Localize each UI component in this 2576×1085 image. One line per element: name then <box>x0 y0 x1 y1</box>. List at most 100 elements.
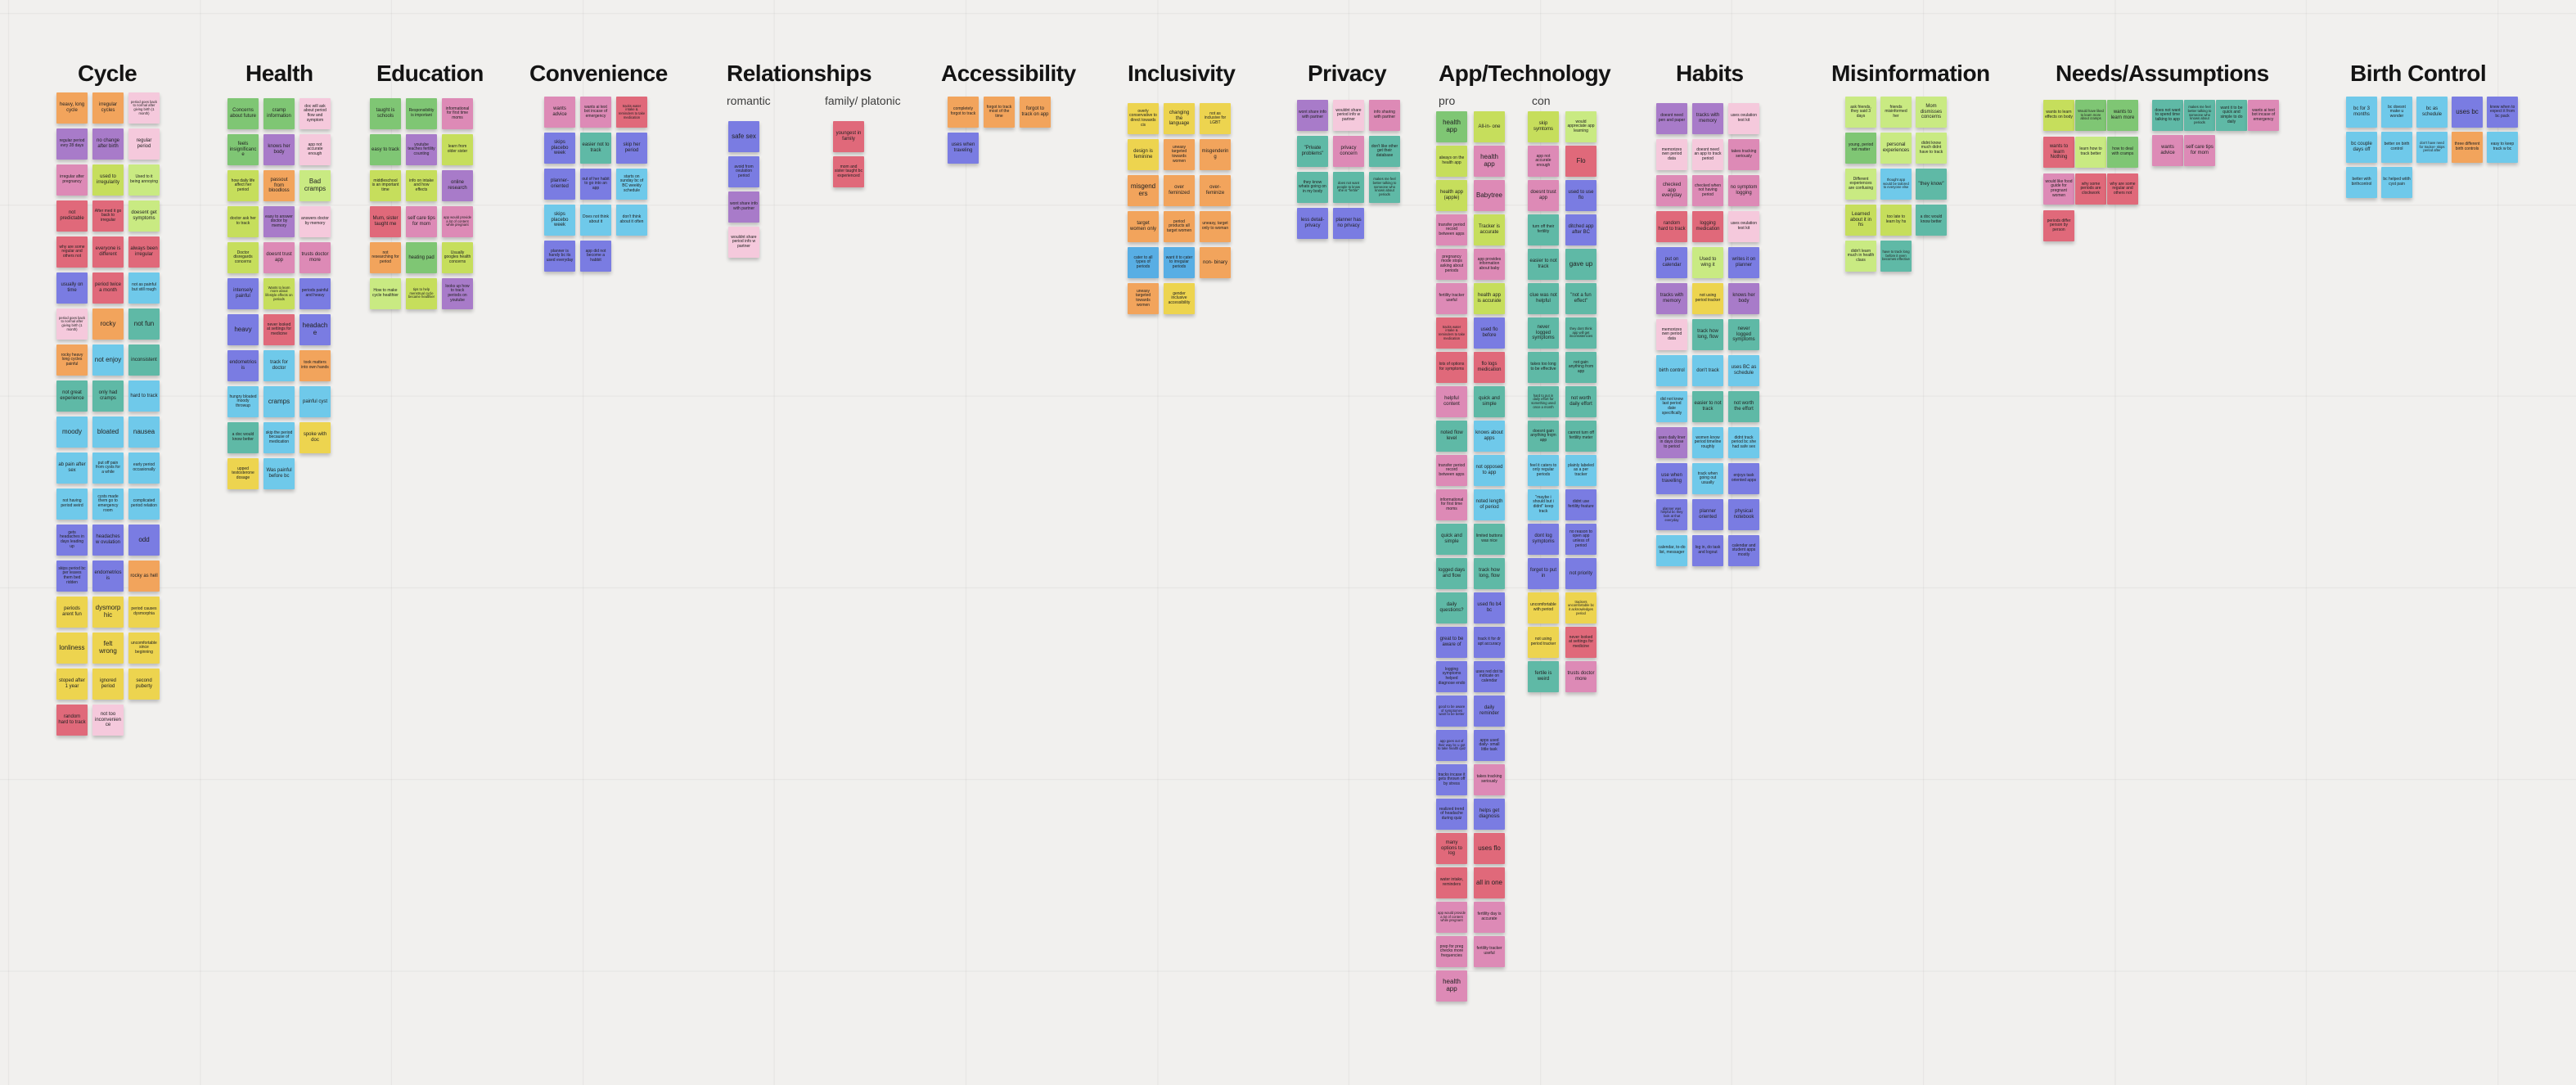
sticky-note[interactable]: intensely painful <box>227 278 259 309</box>
sticky-note[interactable]: would appreciate app learning <box>1565 111 1596 142</box>
sticky-note[interactable]: wouldnt share period info w partner <box>728 227 759 258</box>
sticky-note[interactable]: daily reminder <box>1474 696 1505 727</box>
sticky-note[interactable]: fertility tracker useful <box>1436 283 1467 314</box>
sticky-note[interactable]: app did not become a habbit <box>580 241 611 272</box>
sticky-note[interactable]: used to use flo <box>1565 180 1596 211</box>
sticky-note[interactable]: Bad cramps <box>299 170 331 201</box>
sticky-note[interactable]: regular period evry 28 days <box>56 128 88 160</box>
sticky-note[interactable]: uses BC as schedule <box>1728 355 1759 386</box>
sticky-note[interactable]: youtube teaches fertility counting <box>406 134 437 165</box>
sticky-note[interactable]: not great experience <box>56 380 88 412</box>
sticky-note[interactable]: learn from older sister <box>442 134 473 165</box>
sticky-note[interactable]: always been irregular <box>128 236 160 268</box>
sticky-note[interactable]: a doc would know better <box>1916 205 1947 236</box>
sticky-note[interactable]: knew when to expect it from bc pack <box>2487 97 2518 128</box>
sticky-note[interactable]: nausea <box>128 416 160 448</box>
sticky-note[interactable]: ask friends, they said 3 days <box>1845 97 1876 128</box>
sticky-note[interactable]: track how long, flow <box>1692 319 1723 350</box>
sticky-note[interactable]: writes it on planner <box>1728 247 1759 278</box>
sticky-note[interactable]: hard to put in daily effort for somethin… <box>1528 386 1559 417</box>
sticky-note[interactable]: not using period tracker <box>1528 627 1559 658</box>
sticky-note[interactable]: youngest in family <box>833 121 864 152</box>
sticky-note[interactable]: health app is accurate <box>1474 283 1505 314</box>
sticky-note[interactable]: skips placebo week <box>544 133 575 164</box>
sticky-note[interactable]: felt wrong <box>92 633 124 664</box>
sticky-note[interactable]: transfer period record between apps <box>1436 214 1467 245</box>
sticky-note[interactable]: log in, do task and logout <box>1692 535 1723 566</box>
sticky-note[interactable]: pregnancy mode stops asking about period… <box>1436 249 1467 280</box>
sticky-note[interactable]: apps used daily- small little task <box>1474 730 1505 761</box>
sticky-note[interactable]: memorizes own period data <box>1656 319 1687 350</box>
sticky-note[interactable]: wants advice <box>2152 135 2183 166</box>
sticky-note[interactable]: Concerns about future <box>227 98 259 129</box>
sticky-note[interactable]: skip her period <box>616 133 647 164</box>
sticky-note[interactable]: doesnt trust app <box>263 242 295 273</box>
sticky-note[interactable]: random hard to track <box>56 705 88 736</box>
sticky-note[interactable]: does not want people to know she is "fer… <box>1333 172 1364 203</box>
sticky-note[interactable]: skip the period because of medication <box>263 422 295 453</box>
sticky-note[interactable]: gets headaches in days leading up <box>56 524 88 556</box>
sticky-note[interactable]: periods arent fun <box>56 597 88 628</box>
sticky-note[interactable]: health app <box>1436 970 1467 1002</box>
sticky-note[interactable]: have to track long before it even become… <box>1880 241 1912 272</box>
sticky-note[interactable]: design is feminine <box>1128 139 1159 170</box>
sticky-note[interactable]: checked app everyday <box>1656 175 1687 206</box>
sticky-note[interactable]: learn how to track better <box>2075 137 2106 168</box>
sticky-note[interactable]: middleschool is an important time <box>370 170 401 201</box>
sticky-note[interactable]: forgot to track most of the time <box>984 97 1015 128</box>
sticky-note[interactable]: bc for 3 months <box>2346 97 2377 128</box>
sticky-note[interactable]: not as painful but still rough <box>128 272 160 304</box>
sticky-note[interactable]: app goes out of their way bc u got to ta… <box>1436 730 1467 761</box>
sticky-note[interactable]: app not accurate enough <box>299 134 331 165</box>
sticky-note[interactable]: upped testosterone dosage <box>227 458 259 489</box>
sticky-note[interactable]: did not know last period date specifical… <box>1656 391 1687 422</box>
sticky-note[interactable]: gave up <box>1565 249 1596 280</box>
sticky-note[interactable]: app would provide a lot of content while… <box>442 206 473 237</box>
sticky-note[interactable]: didnt know much didnt have to track <box>1916 133 1947 164</box>
sticky-note[interactable]: only had cramps <box>92 380 124 412</box>
sticky-note[interactable]: heavy <box>227 314 259 345</box>
sticky-note[interactable]: "Private problems" <box>1297 136 1328 167</box>
sticky-note[interactable]: bc doesnt make u wonder <box>2381 97 2412 128</box>
sticky-note[interactable]: want it to cater to irregular periods <box>1164 247 1195 278</box>
sticky-note[interactable]: rocky as hell <box>128 561 160 592</box>
sticky-note[interactable]: forget to put in <box>1528 558 1559 589</box>
sticky-note[interactable]: plainly labeled as a per tracker <box>1565 455 1596 486</box>
sticky-note[interactable]: planner was helpful bc they look at that… <box>1656 499 1687 530</box>
sticky-note[interactable]: track for doctor <box>263 350 295 381</box>
sticky-note[interactable]: realized trend of headache during quiz <box>1436 799 1467 830</box>
sticky-note[interactable]: noted length of period <box>1474 489 1505 520</box>
sticky-note[interactable]: misgendering <box>1200 139 1231 170</box>
sticky-note[interactable]: spoke with doc <box>299 422 331 453</box>
sticky-note[interactable]: bc couple days off <box>2346 132 2377 163</box>
sticky-note[interactable]: quick and simple <box>1436 524 1467 555</box>
sticky-note[interactable]: makes me feel better talking to someone … <box>2184 100 2215 131</box>
sticky-note[interactable]: memorizes own period data <box>1656 139 1687 170</box>
sticky-note[interactable]: always on the health app <box>1436 146 1467 177</box>
sticky-note[interactable]: All-in- one <box>1474 111 1505 142</box>
sticky-note[interactable]: rocky heavy long cycles painful <box>56 344 88 376</box>
sticky-note[interactable]: uneasy, target only to woman <box>1200 211 1231 242</box>
sticky-note[interactable]: easier to not track <box>1528 249 1559 280</box>
sticky-note[interactable]: does not want to spend time talking to a… <box>2152 100 2183 131</box>
sticky-note[interactable]: avoid from ovulation period <box>728 156 759 187</box>
sticky-note[interactable]: fertile is weird <box>1528 661 1559 692</box>
sticky-note[interactable]: wants to learn more <box>2107 100 2138 131</box>
sticky-note[interactable]: second puberty <box>128 669 160 700</box>
sticky-note[interactable]: target women only <box>1128 211 1159 242</box>
sticky-note[interactable]: knows her body <box>1728 283 1759 314</box>
sticky-note[interactable]: online research <box>442 170 473 201</box>
sticky-note[interactable]: doesnt trust app <box>1528 180 1559 211</box>
sticky-note[interactable]: great to be aware of <box>1436 627 1467 658</box>
sticky-note[interactable]: period goes back to normal after giving … <box>128 92 160 124</box>
sticky-note[interactable]: complicated period relation <box>128 488 160 520</box>
sticky-note[interactable]: don't think about it often <box>616 205 647 236</box>
sticky-note[interactable]: how daily life affect her period <box>227 170 259 201</box>
sticky-note[interactable]: not having period weird <box>56 488 88 520</box>
sticky-note[interactable]: out of her habit to go into an app <box>580 169 611 200</box>
sticky-note[interactable]: hard to track <box>128 380 160 412</box>
sticky-note[interactable]: over feminized <box>1164 175 1195 206</box>
sticky-note[interactable]: "they know" <box>1916 169 1947 200</box>
sticky-note[interactable]: informational for first time moms <box>442 98 473 129</box>
